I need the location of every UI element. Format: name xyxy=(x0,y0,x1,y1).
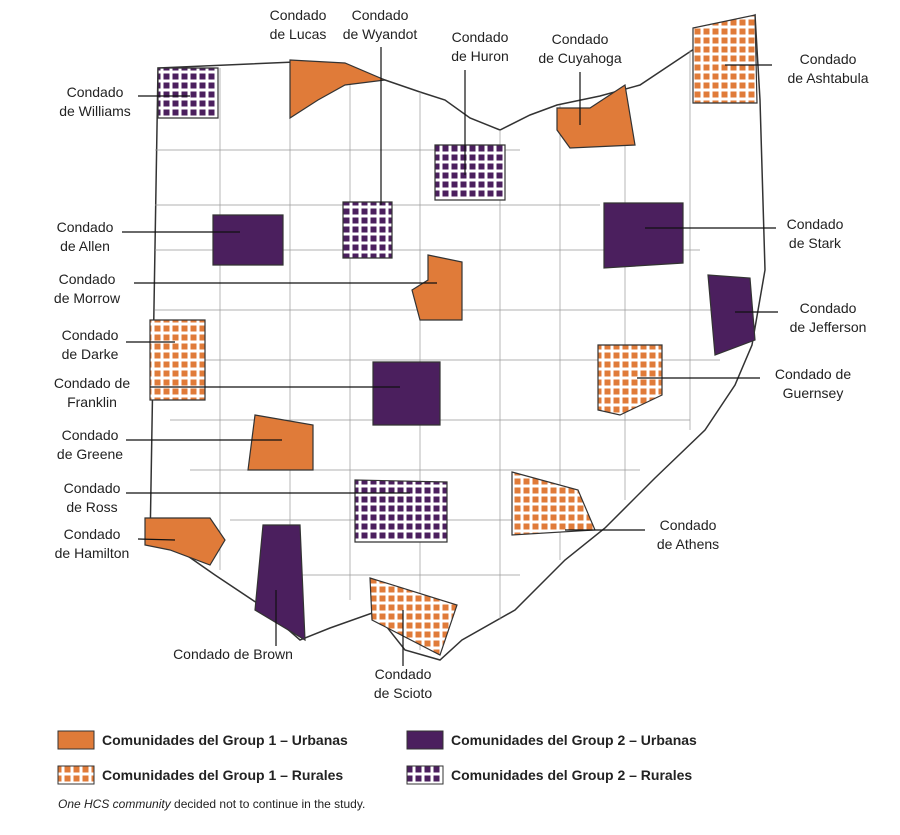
county-shape xyxy=(212,214,284,266)
county-label-line: Condado xyxy=(64,480,121,496)
county-label: Condado de Stark xyxy=(787,216,844,251)
county-label-line: de Huron xyxy=(451,48,509,64)
county-label-line: Condado xyxy=(270,7,327,23)
county-label-line: de Athens xyxy=(657,536,719,552)
county-shape xyxy=(157,67,219,119)
legend-swatch xyxy=(57,730,95,750)
county-shape xyxy=(149,319,206,401)
county-label: Condado de Lucas xyxy=(270,7,327,42)
county-label-line: Condado de xyxy=(775,366,852,382)
county-label-line: Condado xyxy=(552,31,609,47)
county-label-line: de Ashtabula xyxy=(788,70,869,86)
county-shape xyxy=(254,524,306,642)
county-label-line: de Jefferson xyxy=(790,319,867,335)
county-label: Condado de Ashtabula xyxy=(788,51,869,86)
legend-label: Comunidades del Group 2 – Rurales xyxy=(451,767,692,783)
county-shape xyxy=(692,14,758,104)
county-label-line: Condado xyxy=(452,29,509,45)
county-shape xyxy=(556,83,636,149)
county-label: Condado de Jefferson xyxy=(790,300,867,335)
state-outline xyxy=(149,13,766,661)
county-label-line: Condado xyxy=(800,51,857,67)
county-label: Condado de Wyandot xyxy=(343,7,418,42)
county-label-line: Condado de xyxy=(54,375,131,391)
footnote-rest: decided not to continue in the study. xyxy=(171,797,366,811)
counties xyxy=(144,14,758,656)
legend-label: Comunidades del Group 1 – Rurales xyxy=(102,767,343,783)
county-label: Condado de Williams xyxy=(59,84,131,119)
county-label-line: Franklin xyxy=(67,394,117,410)
legend-swatch xyxy=(57,765,95,785)
county-label-line: de Cuyahoga xyxy=(538,50,622,66)
county-label-line: Condado xyxy=(787,216,844,232)
county-label-line: Condado xyxy=(352,7,409,23)
county-label-line: Condado xyxy=(67,84,124,100)
county-label-line: Condado xyxy=(800,300,857,316)
county-label: Condado de Cuyahoga xyxy=(538,31,622,66)
county-label-line: de Morrow xyxy=(54,290,121,306)
county-label: Condado de Huron xyxy=(451,29,509,64)
county-shape xyxy=(603,202,684,269)
county-label: Condado de Morrow xyxy=(54,271,121,306)
county-label: Condado de Allen xyxy=(57,219,114,254)
county-shape xyxy=(411,254,463,321)
leader-line xyxy=(137,538,176,541)
county-label: Condado de Athens xyxy=(657,517,719,552)
county-label-line: Condado xyxy=(660,517,717,533)
county-shape xyxy=(247,414,314,471)
legend-label: Comunidades del Group 1 – Urbanas xyxy=(102,732,348,748)
footnote: One HCS community decided not to continu… xyxy=(58,797,365,811)
county-label-line: de Ross xyxy=(66,499,117,515)
legend-swatch xyxy=(406,730,444,750)
county-label-line: Condado xyxy=(375,666,432,682)
county-label-line: Condado xyxy=(62,427,119,443)
county-label: Condado de Hamilton xyxy=(55,526,130,561)
footnote-italic: One HCS community xyxy=(58,797,172,811)
county-label: Condado de Brown xyxy=(173,646,293,662)
legend-swatch xyxy=(406,765,444,785)
county-label-line: Condado xyxy=(59,271,116,287)
county-shape xyxy=(597,344,663,416)
county-label-line: de Stark xyxy=(789,235,842,251)
county-label: Condado de Guernsey xyxy=(775,366,852,401)
county-shape xyxy=(289,59,388,120)
county-label-line: Guernsey xyxy=(783,385,844,401)
labels: Condado de Lucas Condado de Wyandot Condado d… xyxy=(54,7,869,701)
county-shape xyxy=(372,361,441,426)
county-shape xyxy=(369,577,458,656)
county-label-line: de Hamilton xyxy=(55,545,130,561)
legend: Comunidades del Group 1 – Urbanas Comunid… xyxy=(57,730,697,785)
county-label-line: de Darke xyxy=(62,346,119,362)
county-label-line: Condado xyxy=(64,526,121,542)
county-label: Condado de Franklin xyxy=(54,375,131,410)
county-label-line: Condado xyxy=(57,219,114,235)
county-label-line: Condado de Brown xyxy=(173,646,293,662)
county-label-line: de Wyandot xyxy=(343,26,418,42)
county-label: Condado de Darke xyxy=(62,327,119,362)
county-label: Condado de Ross xyxy=(64,480,121,515)
county-shape xyxy=(707,274,756,356)
county-shape xyxy=(144,517,226,566)
county-label-line: Condado xyxy=(62,327,119,343)
county-label-line: de Lucas xyxy=(270,26,327,42)
county-label-line: de Greene xyxy=(57,446,123,462)
county-label-line: de Williams xyxy=(59,103,131,119)
county-shape xyxy=(354,479,448,543)
county-shape xyxy=(434,144,506,201)
county-label: Condado de Greene xyxy=(57,427,123,462)
county-label-line: de Scioto xyxy=(374,685,433,701)
county-shape xyxy=(342,201,393,259)
legend-label: Comunidades del Group 2 – Urbanas xyxy=(451,732,697,748)
county-label: Condado de Scioto xyxy=(374,666,433,701)
county-label-line: de Allen xyxy=(60,238,110,254)
